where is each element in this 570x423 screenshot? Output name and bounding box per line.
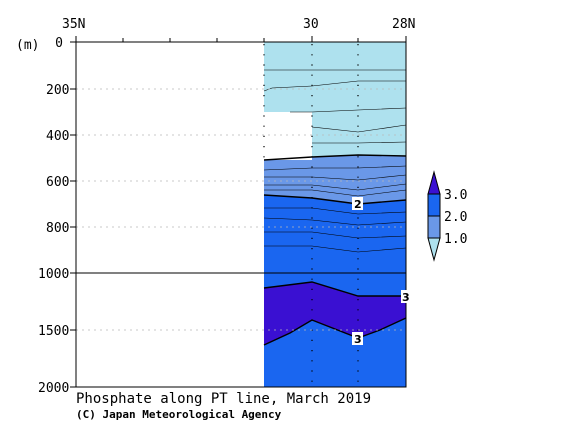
contour-line: [264, 207, 407, 215]
credit-text: (C) Japan Meteorological Agency: [76, 408, 282, 421]
contour-label-text: 2: [354, 198, 362, 211]
band-top: [264, 282, 406, 345]
x-tick-label-30: 30: [303, 17, 319, 32]
y-ticks: [70, 41, 76, 388]
y-tick-label: 2000: [38, 381, 69, 396]
x-ticks: [75, 36, 407, 42]
y-tick-label: 800: [46, 221, 69, 236]
grid-lines: [76, 88, 406, 331]
contour-label-text: 3: [354, 333, 362, 346]
y-tick-label: 1500: [38, 324, 69, 339]
contour-label-bg: [352, 332, 363, 345]
contour-line-1: [263, 154, 407, 161]
contour-line-2: [263, 194, 407, 205]
contour-line: [264, 231, 407, 239]
contour-label-2: 2: [352, 197, 363, 211]
colorbar-top-cap: [427, 170, 441, 195]
contour-line-3: [263, 317, 407, 346]
section-fill: [264, 42, 406, 387]
contour-line: [264, 183, 407, 191]
colorbar-label: 2.0: [444, 210, 467, 225]
contour-line: [263, 217, 407, 226]
contour-line: [312, 141, 407, 144]
contour-line: [264, 189, 407, 197]
missing-data-notch: [264, 112, 312, 160]
y-tick-label: 400: [46, 129, 69, 144]
colorbar-bottom-cap: [427, 237, 441, 262]
contour-line: [264, 245, 407, 253]
plot-border: [75, 41, 407, 388]
colorbar-segment-mid: [427, 215, 441, 239]
y-tick-label: 0: [55, 36, 63, 51]
chart-title: Phosphate along PT line, March 2019: [76, 391, 371, 407]
contour-label-bg: [352, 197, 363, 210]
contour-line-3: [263, 281, 406, 297]
colorbar: [427, 170, 441, 262]
x-tick-label-28n: 28N: [392, 17, 415, 32]
colorbar-segment-high: [427, 193, 441, 217]
contour-label-3-right: 3: [401, 290, 410, 304]
contour-line: [311, 124, 407, 133]
x-tick-label-35n: 35N: [62, 17, 85, 32]
contour-line: [290, 107, 407, 113]
y-tick-label: 600: [46, 175, 69, 190]
colorbar-label: 3.0: [444, 188, 467, 203]
colorbar-label: 1.0: [444, 232, 467, 247]
y-axis-label: (m): [16, 38, 39, 53]
contour-line: [264, 174, 407, 181]
y-tick-label: 1000: [38, 267, 69, 282]
contour-label-3-lower: 3: [352, 332, 363, 346]
y-tick-label: 200: [46, 83, 69, 98]
contour-line: [263, 165, 407, 171]
contour-label-text: 3: [402, 291, 410, 304]
contour-label-bg: [401, 290, 410, 303]
